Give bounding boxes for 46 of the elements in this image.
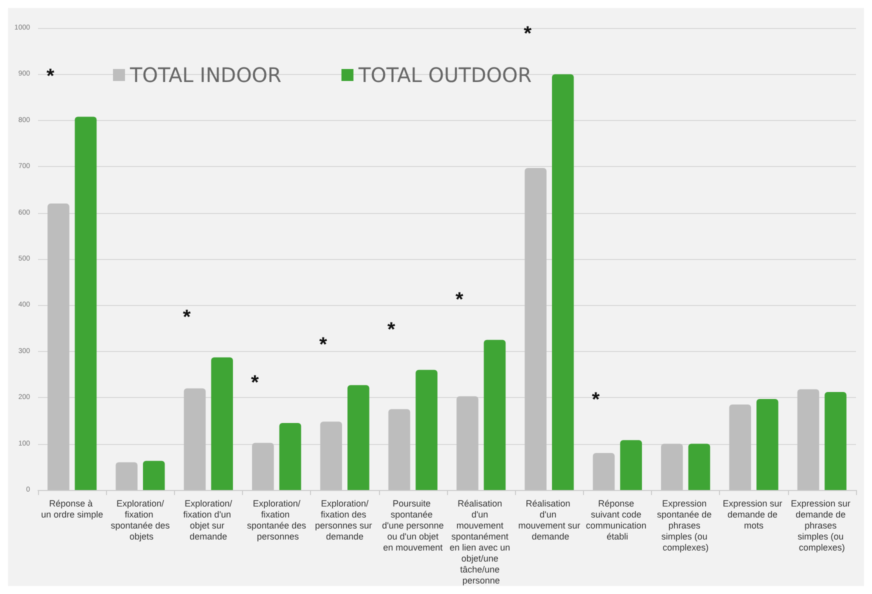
bar <box>184 388 206 490</box>
bar <box>48 204 70 490</box>
bar <box>552 74 574 490</box>
bar <box>320 422 342 490</box>
annotation: * <box>387 318 396 341</box>
bar <box>347 385 370 490</box>
x-tick-label: Expression sur demande de mots <box>722 498 785 530</box>
annotation: * <box>251 372 260 394</box>
bar <box>388 409 410 490</box>
x-tick-label: Réalisation d'un mouvement spontanément en lien avec un objet/une tâche/une personne <box>450 498 513 586</box>
bar <box>729 404 752 490</box>
annotation: * <box>182 306 191 328</box>
x-tick-label: Expression spontanée de phrases simples (ou complexes) <box>657 498 714 552</box>
bar <box>688 444 710 490</box>
x-tick-label: Exploration/fixation des personnes sur demande <box>314 498 375 542</box>
x-tick-label: Poursuite spontanée d'une personne ou d'un objet en mouvement <box>382 498 444 552</box>
bar <box>211 357 233 490</box>
annotation: * <box>46 66 55 88</box>
x-tick-label: Exploration/fixation spontanée des personnes <box>247 498 307 542</box>
x-tick-label: Exploration/fixation spontanée des objets <box>110 498 170 542</box>
bar <box>524 168 547 490</box>
bar <box>252 442 274 490</box>
bar <box>824 392 846 490</box>
bar <box>416 370 438 490</box>
bar <box>142 460 165 490</box>
bar <box>74 116 97 490</box>
bar <box>797 389 820 490</box>
x-tick-label: Réponse suivant code communication établi <box>586 498 649 542</box>
bar <box>456 396 478 490</box>
bar <box>661 444 683 490</box>
x-tick-label: Exploration/fixation d'un objet sur demande <box>183 498 234 542</box>
annotation: * <box>319 334 328 356</box>
annotation: * <box>456 288 464 311</box>
annotation: * <box>524 23 532 46</box>
legend-label: TOTAL INDOOR <box>129 63 282 87</box>
annotation: * <box>592 389 600 412</box>
x-tick-label: Expression sur demande de phrases simples (ou complexes) <box>790 498 853 552</box>
x-tick-label: Réalisation d'un mouvement sur demande <box>518 498 580 542</box>
bar <box>484 340 506 490</box>
bar <box>756 398 778 490</box>
legend-label: TOTAL OUTDOOR <box>357 63 532 87</box>
bar <box>620 440 642 490</box>
bar <box>116 462 138 490</box>
bar <box>592 453 615 490</box>
bar <box>279 423 302 490</box>
x-tick-label: Réponse à un ordre simple <box>41 498 104 520</box>
